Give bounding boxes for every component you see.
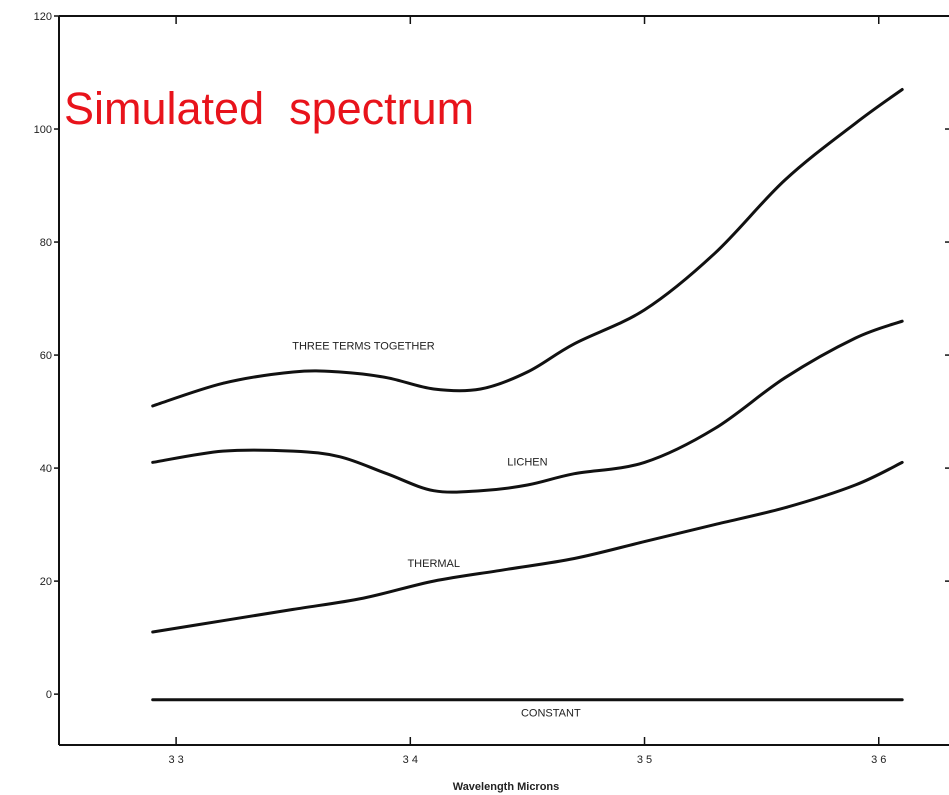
y-tick-label: 60: [40, 350, 52, 362]
series-label-thermal: THERMAL: [407, 558, 460, 570]
x-tick-label: 3 6: [871, 754, 886, 766]
series-label-three-terms-together: THREE TERMS TOGETHER: [292, 340, 434, 352]
y-tick-label: 20: [40, 576, 52, 588]
y-tick-label: 80: [40, 237, 52, 249]
series-line-thermal: [151, 460, 904, 634]
series-line-lichen: [151, 319, 904, 494]
x-tick-label: 3 4: [403, 754, 418, 766]
series-line-three-terms-together: [151, 88, 904, 408]
series-lines: [151, 88, 904, 702]
x-axis-label: Wavelength Microns: [453, 781, 560, 793]
axes: 0 20 40 60 80 100 120 3 3 3 4 3 5 3 6: [34, 11, 949, 766]
x-tick-label: 3 3: [168, 754, 183, 766]
x-tick-label: 3 5: [637, 754, 652, 766]
y-tick-label: 40: [40, 463, 52, 475]
series-label-lichen: LICHEN: [507, 456, 547, 468]
overlay-title: Simulated spectrum: [64, 83, 475, 134]
y-tick-label: 0: [46, 689, 52, 701]
series-labels: THREE TERMS TOGETHER LICHEN THERMAL CONSTAN…: [292, 340, 581, 719]
y-tick-label: 100: [34, 124, 52, 136]
series-label-constant: CONSTANT: [521, 708, 581, 720]
y-tick-label: 120: [34, 11, 52, 23]
